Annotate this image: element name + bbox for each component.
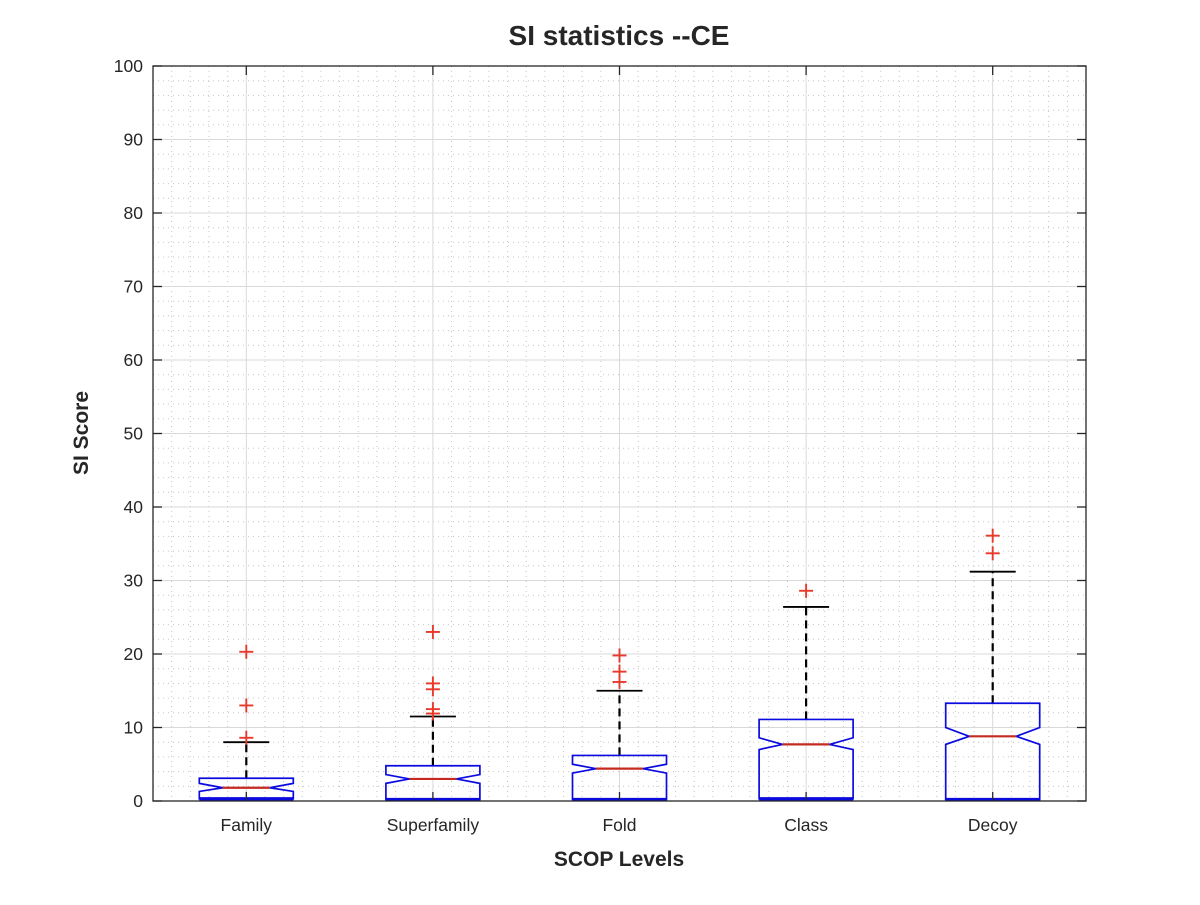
outlier-marker: [985, 546, 1000, 561]
outlier-marker: [612, 648, 627, 663]
outlier-marker: [612, 664, 627, 679]
y-tick-label-80: 80: [124, 203, 144, 223]
x-tick-label-family: Family: [221, 815, 273, 835]
outlier-marker: [985, 528, 1000, 543]
x-tick-label-class: Class: [784, 815, 828, 835]
x-axis-label: SCOP Levels: [554, 848, 684, 871]
y-tick-label-30: 30: [124, 571, 144, 591]
y-tick-label-0: 0: [133, 791, 143, 811]
y-tick-label-90: 90: [124, 130, 144, 150]
box-series: [198, 528, 1041, 802]
outlier-marker: [425, 624, 440, 639]
grid-minor: [153, 66, 1086, 801]
x-tick-label-superfamily: Superfamily: [387, 815, 480, 835]
outlier-marker: [239, 698, 254, 713]
box-family: [198, 644, 295, 801]
y-axis-label: SI Score: [70, 391, 93, 475]
y-tick-label-10: 10: [124, 718, 144, 738]
y-tick-label-70: 70: [124, 277, 144, 297]
y-tick-label-100: 100: [114, 56, 143, 76]
y-tick-label-20: 20: [124, 644, 144, 664]
outlier-marker: [425, 702, 440, 717]
outlier-marker: [799, 583, 814, 598]
tick-labels: 0 10 20 30 40 50 60 70 80 90 100 Family Superfamily F…: [114, 56, 1018, 835]
chart-title: SI statistics --CE: [509, 20, 730, 51]
outlier-marker: [425, 676, 440, 691]
y-tick-label-40: 40: [124, 497, 144, 517]
axis-ticks: [153, 65, 1086, 802]
y-tick-label-50: 50: [124, 424, 144, 444]
outlier-marker: [239, 644, 254, 659]
x-tick-label-fold: Fold: [602, 815, 636, 835]
y-tick-label-60: 60: [124, 350, 144, 370]
x-tick-label-decoy: Decoy: [968, 815, 1018, 835]
outlier-marker: [239, 730, 254, 745]
